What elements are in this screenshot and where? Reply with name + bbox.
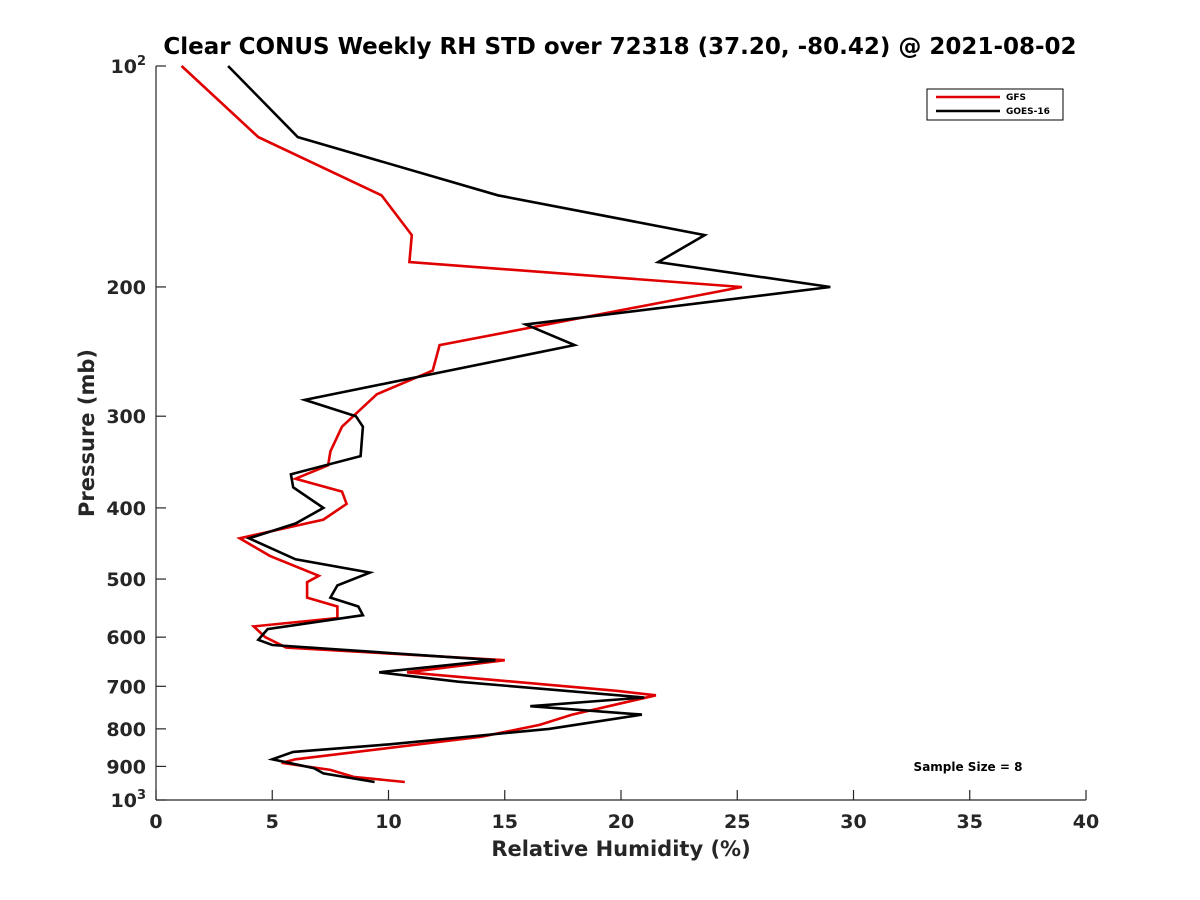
- series-line-gfs: [180, 65, 743, 784]
- y-axis-label: Pressure (mb): [75, 349, 99, 517]
- y-tick-label: 200: [106, 277, 146, 299]
- x-axis-label: Relative Humidity (%): [491, 837, 750, 861]
- y-tick-label: 102: [111, 54, 147, 78]
- series-layer: [180, 65, 831, 784]
- sample-size-annotation: Sample Size = 8: [914, 760, 1023, 774]
- x-tick-label: 5: [266, 811, 279, 833]
- y-tick-label: 600: [106, 627, 146, 649]
- legend-label: GOES-16: [1006, 107, 1050, 117]
- y-ticks: 102 200 300 400 500 600 700 800 900 103: [106, 54, 166, 812]
- legend-label: GFS: [1006, 93, 1026, 103]
- x-tick-label: 20: [608, 811, 634, 833]
- y-tick-label: 700: [106, 676, 146, 698]
- x-tick-label: 35: [957, 811, 983, 833]
- plot-area: 0 5 10 15 20 25 30 35 40 102 200 300 400 500 600 700 80…: [106, 54, 1099, 833]
- x-tick-label: 10: [375, 811, 401, 833]
- x-tick-label: 15: [492, 811, 518, 833]
- series-line-goes-16: [227, 65, 831, 784]
- x-tick-label: 0: [149, 811, 162, 833]
- legend: GFS GOES-16: [926, 88, 1064, 121]
- y-tick-label: 900: [106, 756, 146, 778]
- chart-title: Clear CONUS Weekly RH STD over 72318 (37…: [163, 34, 1076, 60]
- y-tick-label: 400: [106, 498, 146, 520]
- x-tick-label: 30: [840, 811, 866, 833]
- legend-box: [926, 88, 1064, 121]
- y-tick-label: 800: [106, 719, 146, 741]
- y-tick-label: 103: [111, 788, 147, 812]
- x-ticks: 0 5 10 15 20 25 30 35 40: [149, 790, 1099, 833]
- y-tick-label: 300: [106, 406, 146, 428]
- y-tick-label: 500: [106, 569, 146, 591]
- axes-background: [156, 66, 1086, 800]
- x-tick-label: 25: [724, 811, 750, 833]
- x-tick-label: 40: [1073, 811, 1099, 833]
